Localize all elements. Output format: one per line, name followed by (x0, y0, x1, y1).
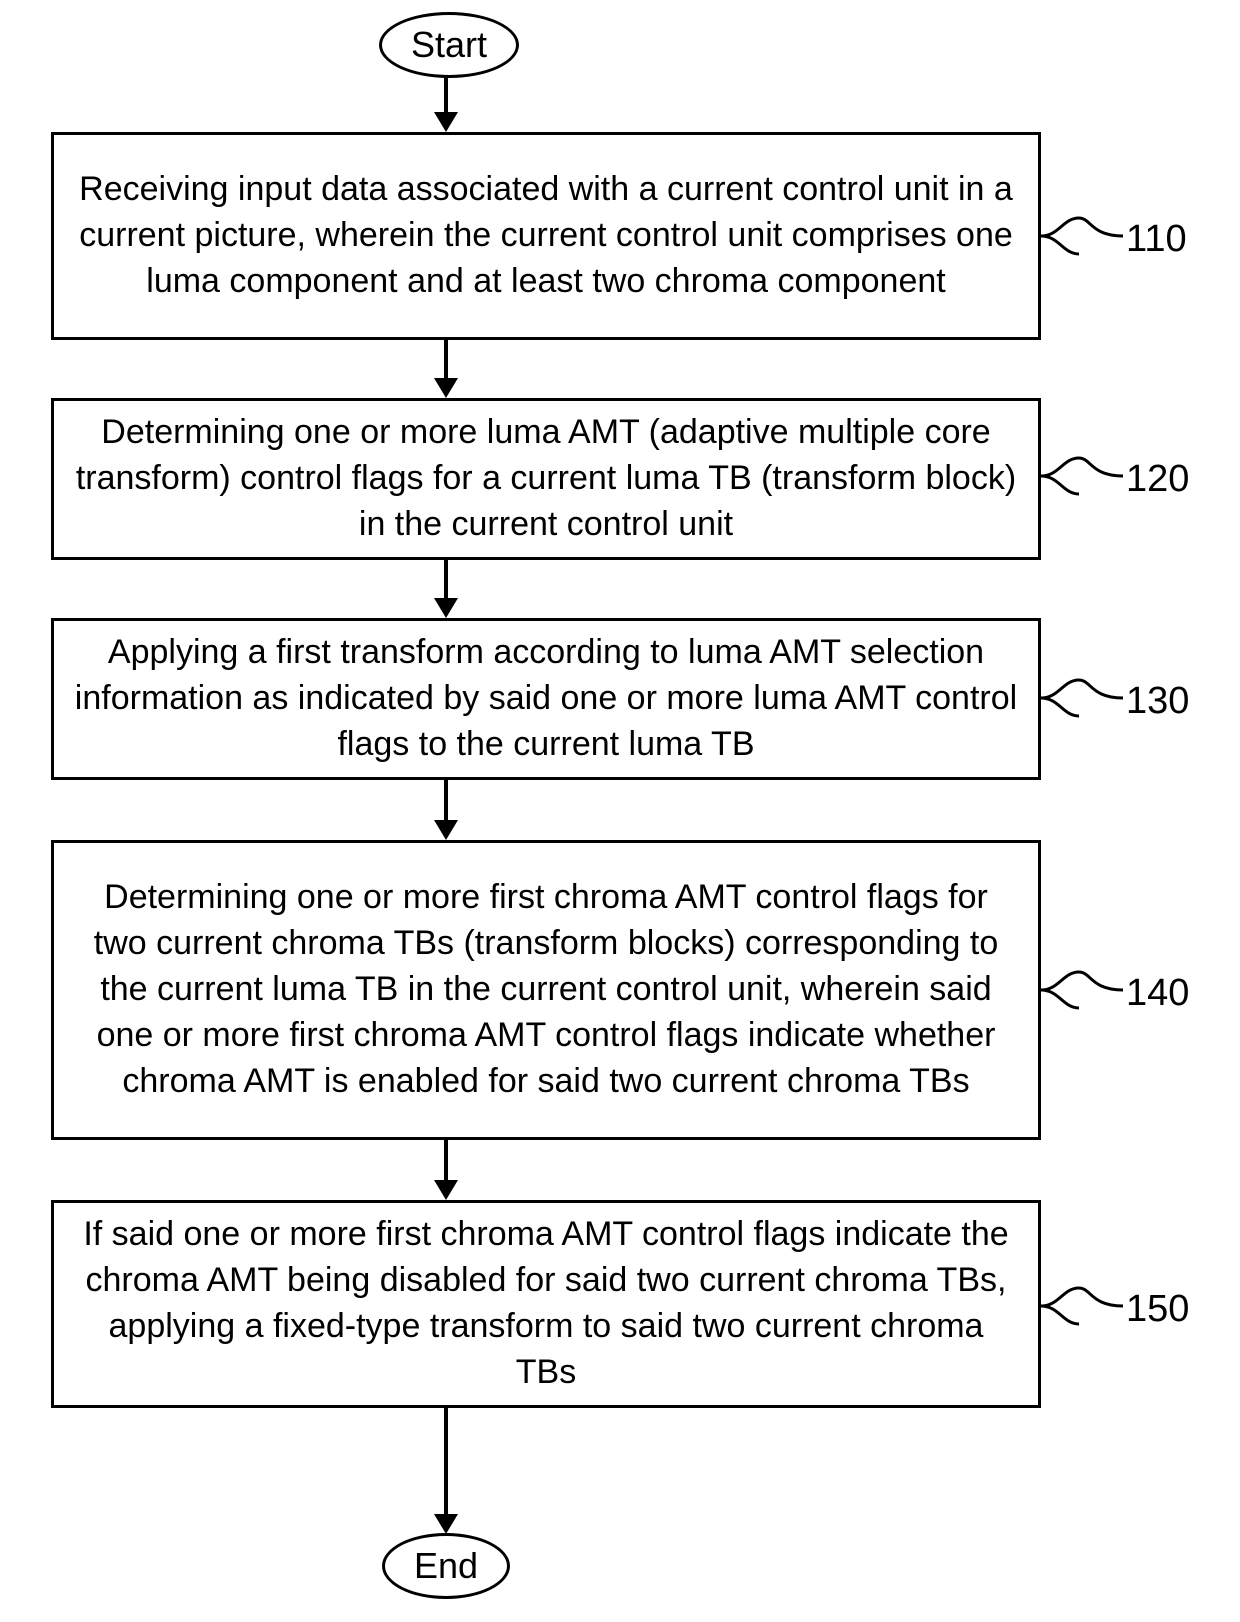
process-text: If said one or more first chroma AMT con… (74, 1212, 1018, 1396)
arrow-line (444, 1408, 448, 1516)
arrow-head (434, 112, 458, 132)
end-label: End (414, 1545, 478, 1587)
process-text: Receiving input data associated with a c… (74, 167, 1018, 305)
arrow-line (444, 560, 448, 600)
brace-110 (1041, 208, 1123, 264)
label-130: 130 (1126, 680, 1189, 723)
process-box-110: Receiving input data associated with a c… (51, 132, 1041, 340)
process-text: Applying a first transform according to … (74, 630, 1018, 768)
flowchart-container: Start Receiving input data associated wi… (0, 0, 1240, 1622)
arrow-head (434, 378, 458, 398)
arrow-head (434, 1180, 458, 1200)
arrow-line (444, 340, 448, 380)
label-150: 150 (1126, 1288, 1189, 1331)
start-terminal: Start (379, 12, 519, 78)
process-box-140: Determining one or more first chroma AMT… (51, 840, 1041, 1140)
arrow-head (434, 1514, 458, 1534)
arrow-line (444, 78, 448, 114)
start-label: Start (411, 24, 487, 66)
process-box-150: If said one or more first chroma AMT con… (51, 1200, 1041, 1408)
process-text: Determining one or more luma AMT (adapti… (74, 410, 1018, 548)
end-terminal: End (382, 1533, 510, 1599)
process-box-130: Applying a first transform according to … (51, 618, 1041, 780)
arrow-line (444, 1140, 448, 1182)
arrow-head (434, 820, 458, 840)
label-120: 120 (1126, 458, 1189, 501)
brace-120 (1041, 448, 1123, 504)
brace-150 (1041, 1278, 1123, 1334)
arrow-head (434, 598, 458, 618)
label-140: 140 (1126, 972, 1189, 1015)
arrow-line (444, 780, 448, 822)
process-text: Determining one or more first chroma AMT… (74, 875, 1018, 1104)
brace-130 (1041, 670, 1123, 726)
label-110: 110 (1126, 218, 1187, 261)
brace-140 (1041, 962, 1123, 1018)
process-box-120: Determining one or more luma AMT (adapti… (51, 398, 1041, 560)
